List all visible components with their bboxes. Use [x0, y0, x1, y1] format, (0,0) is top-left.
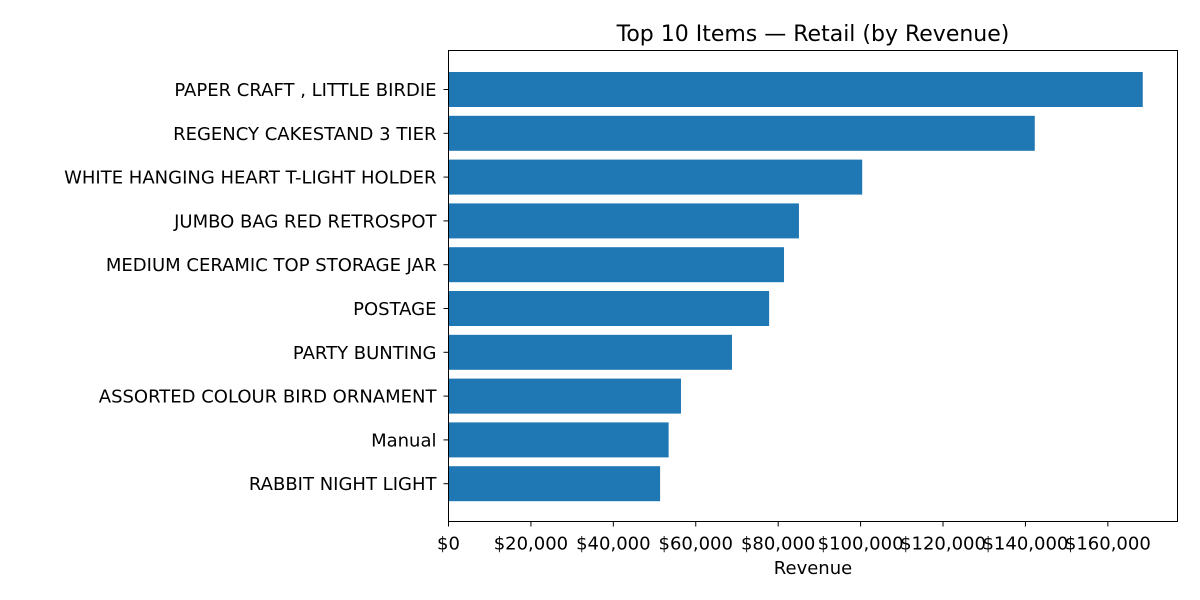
x-tick-label: $0: [437, 534, 460, 555]
x-tick-label: $20,000: [494, 534, 568, 555]
y-tick-label: PARTY BUNTING: [293, 343, 437, 364]
bar: [448, 466, 661, 502]
bar: [448, 159, 863, 195]
bar: [448, 72, 1143, 107]
x-axis: $0 $20,000 $40,000 $60,000 $80,000 $100,000$1…: [437, 521, 1151, 555]
y-tick-label: REGENCY CAKESTAND 3 TIER: [173, 124, 436, 145]
bar-series: [448, 72, 1143, 502]
x-tick-label: $40,000: [576, 534, 650, 555]
x-tick-label: $60,000: [659, 534, 733, 555]
x-tick-label: $120,000: [900, 534, 986, 555]
x-tick-label: $100,000: [818, 534, 904, 555]
x-tick-label: $80,000: [741, 534, 815, 555]
bar: [448, 334, 732, 370]
y-axis: PAPER CRAFT , LITTLE BIRDIE REGENCY CAKES…: [64, 80, 449, 495]
bar: [448, 422, 669, 458]
y-tick-label: Manual: [371, 430, 436, 451]
y-tick-label: PAPER CRAFT , LITTLE BIRDIE: [174, 80, 436, 101]
bar: [448, 378, 681, 414]
y-tick-label: POSTAGE: [353, 299, 436, 320]
y-tick-label: ASSORTED COLOUR BIRD ORNAMENT: [99, 387, 438, 408]
plot-frame: [448, 50, 1178, 522]
bar: [448, 247, 785, 283]
y-tick-label: WHITE HANGING HEART T-LIGHT HOLDER: [64, 168, 436, 189]
x-tick-label: $140,000: [982, 534, 1068, 555]
y-tick-label: RABBIT NIGHT LIGHT: [249, 474, 438, 495]
x-axis-label: Revenue: [774, 558, 852, 579]
bar: [448, 291, 770, 326]
chart-title: Top 10 Items — Retail (by Revenue): [616, 22, 1010, 47]
y-tick-label: MEDIUM CERAMIC TOP STORAGE JAR: [106, 255, 437, 276]
x-tick-label: $160,000: [1065, 534, 1151, 555]
y-tick-label: JUMBO BAG RED RETROSPOT: [173, 211, 437, 232]
bar: [448, 203, 799, 239]
bar: [448, 115, 1035, 151]
